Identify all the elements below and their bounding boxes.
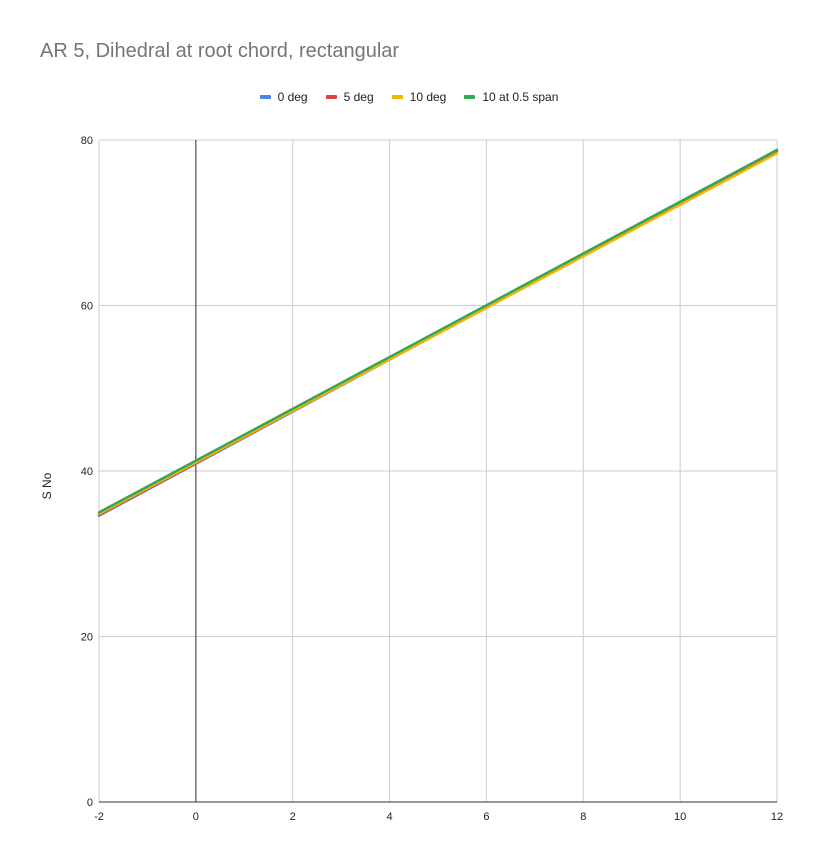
legend-swatch-0 [259, 95, 271, 99]
x-tick-label-1: 0 [193, 811, 199, 823]
chart-title: AR 5, Dihedral at root chord, rectangula… [40, 40, 400, 62]
x-tick-label-0: -2 [94, 811, 104, 823]
y-tick-labels: 0 20 40 60 80 [81, 135, 93, 809]
zero-axis [99, 140, 777, 803]
legend-label-3: 10 at 0.5 span [482, 90, 559, 104]
x-tick-label-5: 8 [580, 811, 586, 823]
x-tick-labels: -2 0 2 4 6 8 10 12 [94, 811, 783, 823]
y-tick-label-4: 80 [81, 135, 93, 147]
legend-label-2: 10 deg [409, 90, 447, 104]
series-line-2 [97, 151, 779, 516]
y-tick-label-2: 40 [81, 466, 93, 478]
x-tick-label-7: 12 [771, 811, 783, 823]
legend-label-1: 5 deg [343, 90, 374, 104]
legend-item-3[interactable]: 10 at 0.5 span [464, 90, 558, 104]
series-lines [97, 148, 779, 517]
y-axis-label: S No [40, 472, 54, 499]
series-line-3 [97, 148, 779, 514]
legend-label-0: 0 deg [277, 90, 308, 104]
chart-legend: 0 deg 5 deg 10 deg 10 at 0.5 span [0, 90, 818, 104]
x-tick-label-4: 6 [483, 811, 489, 823]
legend-swatch-2 [391, 95, 403, 99]
legend-swatch-1 [325, 95, 337, 99]
legend-item-2[interactable]: 10 deg [391, 90, 447, 104]
legend-item-1[interactable]: 5 deg [325, 90, 374, 104]
x-tick-label-3: 4 [387, 811, 393, 823]
legend-swatch-3 [464, 95, 476, 99]
x-tick-label-2: 2 [290, 811, 296, 823]
y-tick-label-3: 60 [81, 301, 93, 313]
y-tick-label-1: 20 [81, 632, 93, 644]
grid [98, 139, 778, 803]
y-tick-label-0: 0 [87, 797, 93, 809]
x-tick-label-6: 10 [674, 811, 686, 823]
legend-item-0[interactable]: 0 deg [259, 90, 308, 104]
